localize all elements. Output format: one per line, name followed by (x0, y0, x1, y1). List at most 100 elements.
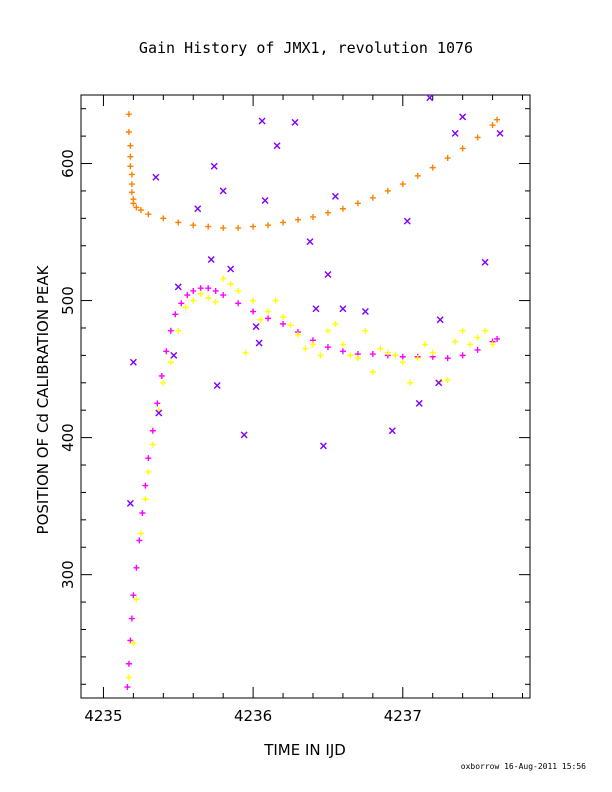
data-point (392, 352, 399, 359)
data-point (291, 118, 299, 126)
data-point (444, 377, 451, 384)
data-point (422, 341, 429, 348)
data-point (167, 327, 174, 334)
data-point (167, 359, 174, 366)
data-point (482, 327, 489, 334)
data-point (494, 335, 501, 342)
data-point (219, 187, 227, 195)
data-point (399, 181, 406, 188)
data-point (435, 379, 443, 387)
data-point (494, 116, 501, 123)
data-point (309, 341, 316, 348)
data-point (272, 297, 279, 304)
data-point (197, 290, 204, 297)
data-point (252, 323, 260, 331)
data-point (317, 352, 324, 359)
data-point (137, 207, 144, 214)
data-point (205, 223, 212, 230)
data-point (127, 637, 134, 644)
data-point (220, 224, 227, 231)
data-point (377, 345, 384, 352)
data-point (467, 341, 474, 348)
data-point (142, 496, 149, 503)
data-point (369, 368, 376, 375)
data-point (174, 283, 182, 291)
data-point (149, 427, 156, 434)
data-point (142, 482, 149, 489)
data-point (309, 213, 316, 220)
data-point (220, 275, 227, 282)
axis-tick-labels: 4235 4236 4237 300 400 500 600 (59, 149, 422, 725)
data-point (160, 215, 167, 222)
data-point (474, 346, 481, 353)
data-point (133, 564, 140, 571)
data-point (145, 211, 152, 218)
data-point (255, 339, 263, 347)
data-point (250, 297, 257, 304)
data-point (210, 162, 218, 170)
x-tick-label: 4235 (84, 707, 122, 725)
data-point (136, 537, 143, 544)
data-point (399, 353, 406, 360)
data-point (331, 192, 339, 200)
data-point (178, 300, 185, 307)
data-point (139, 509, 146, 516)
data-point (452, 338, 459, 345)
data-point (145, 468, 152, 475)
data-point (213, 382, 221, 390)
data-point (128, 615, 135, 622)
data-point (407, 379, 414, 386)
data-point (332, 320, 339, 327)
data-point (280, 320, 287, 327)
data-point (306, 238, 314, 246)
data-point (163, 348, 170, 355)
data-point (265, 222, 272, 229)
data-point (152, 173, 160, 181)
data-point (182, 304, 189, 311)
data-point (125, 111, 132, 118)
data-point (158, 372, 165, 379)
data-point (130, 640, 137, 647)
data-point (240, 431, 248, 439)
x-axis-label: TIME IN IJD (263, 741, 346, 759)
data-point (384, 187, 391, 194)
data-point (474, 334, 481, 341)
data-point (444, 155, 451, 162)
data-point (295, 216, 302, 223)
data-point (175, 219, 182, 226)
data-point (125, 674, 132, 681)
data-point (127, 153, 134, 160)
data-point (261, 197, 269, 205)
data-point (451, 129, 459, 137)
data-point (459, 327, 466, 334)
data-point (388, 427, 396, 435)
data-point (265, 308, 272, 315)
data-point (125, 129, 132, 136)
data-point (197, 285, 204, 292)
data-point (403, 217, 411, 225)
data-point (273, 142, 281, 150)
data-point (133, 204, 140, 211)
data-point (250, 308, 257, 315)
data-point (227, 265, 235, 273)
data-point (312, 305, 320, 313)
data-point (436, 316, 444, 324)
data-point (280, 314, 287, 321)
data-point (129, 358, 137, 366)
data-point (459, 145, 466, 152)
data-point (128, 189, 135, 196)
data-point (362, 327, 369, 334)
data-point (347, 352, 354, 359)
data-point (128, 171, 135, 178)
y-tick-label: 600 (59, 149, 77, 178)
data-point (220, 292, 227, 299)
data-point (207, 255, 215, 263)
axis-ticks (81, 95, 530, 698)
data-point (145, 455, 152, 462)
data-point (414, 172, 421, 179)
data-point (399, 359, 406, 366)
x-tick-label: 4237 (384, 707, 422, 725)
y-axis-label: POSITION OF Cd CALIBRATION PEAK (34, 264, 52, 534)
data-point (235, 287, 242, 294)
